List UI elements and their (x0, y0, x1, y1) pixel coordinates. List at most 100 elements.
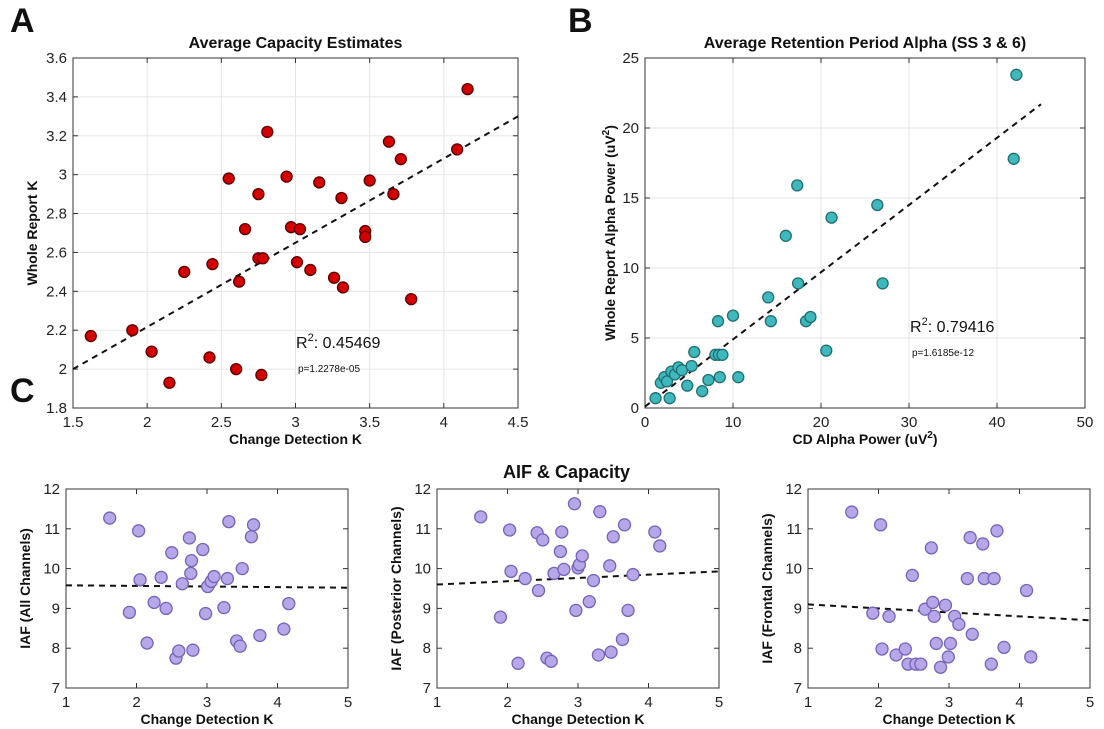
data-point (172, 644, 186, 658)
x-tick-label: 3 (945, 694, 953, 711)
p-value-annotation: p=1.6185e-12 (912, 348, 974, 359)
data-point (261, 125, 274, 139)
data-point (154, 570, 168, 585)
data-point (405, 292, 418, 306)
regression-line (65, 584, 349, 589)
data-point (232, 275, 246, 288)
data-point (914, 657, 928, 671)
x-tick-label: 1 (804, 694, 812, 711)
data-point (536, 533, 550, 547)
data-point (474, 510, 488, 524)
x-tick-label: 3.5 (359, 414, 380, 431)
data-point (122, 605, 137, 620)
data-point (222, 172, 235, 185)
data-point (290, 256, 304, 269)
r2-value: : 0.79416 (928, 319, 995, 336)
panel-letter-a: A (10, 2, 35, 40)
x-tick-label: 4 (644, 694, 652, 711)
data-point (518, 571, 532, 586)
y-tick-label: 25 (622, 50, 639, 67)
data-point (246, 518, 261, 532)
data-point (244, 530, 259, 544)
data-point (555, 525, 569, 539)
data-point (103, 511, 117, 525)
data-point (871, 198, 884, 212)
r2-sup: 2 (922, 316, 928, 328)
data-point (586, 573, 601, 588)
data-point (688, 345, 701, 359)
x-tick-label: 2 (503, 694, 511, 711)
data-point (196, 542, 210, 557)
x-tick-label: 2 (132, 694, 140, 711)
data-point (145, 345, 158, 358)
data-point (606, 530, 620, 544)
data-point (617, 518, 632, 532)
data-point (732, 371, 745, 384)
y-tick-label: 11 (786, 521, 802, 538)
x-axis-label: Change Detection K (511, 711, 644, 727)
y-axis-label: IAF (Posterior Channels) (388, 506, 404, 670)
data-point (726, 309, 740, 322)
data-point (591, 648, 606, 662)
regression-line (72, 115, 519, 370)
data-point (648, 525, 662, 539)
y-tick-label: 9 (423, 600, 431, 617)
data-point (359, 230, 372, 244)
y-tick-label: 8 (423, 640, 431, 657)
data-point (987, 571, 1001, 586)
y-tick-label: 3.4 (46, 89, 67, 106)
data-point (165, 546, 179, 560)
data-point (222, 514, 236, 529)
data-point (252, 187, 265, 201)
data-point (873, 518, 888, 532)
data-point (997, 640, 1011, 655)
data-point (825, 211, 838, 224)
data-point (1007, 152, 1020, 165)
r2-sup: 2 (308, 332, 314, 344)
data-point (313, 176, 326, 189)
data-point (217, 600, 231, 615)
regression-line (644, 103, 1042, 408)
data-point (544, 654, 558, 668)
data-point (184, 566, 198, 581)
data-point (502, 523, 517, 537)
x-tick-label: 2.5 (211, 414, 232, 431)
panel-letter-c: C (10, 372, 35, 410)
y-tick-label: 11 (44, 521, 60, 538)
data-point (1019, 583, 1034, 598)
data-point (327, 271, 341, 284)
y-axis-label: Whole Report Alpha Power (uV2) (601, 125, 618, 341)
x-tick-label: 2 (143, 414, 151, 431)
data-point (304, 263, 317, 277)
y-tick-label: 7 (423, 680, 431, 697)
y-tick-label: 2.2 (46, 322, 67, 339)
data-point (621, 603, 635, 618)
data-point (582, 594, 596, 609)
data-point (963, 530, 977, 545)
data-point (866, 606, 880, 620)
data-point (713, 371, 726, 384)
data-point (952, 617, 966, 631)
data-point (875, 642, 889, 656)
data-point (184, 553, 199, 568)
data-point (233, 639, 247, 653)
data-point (924, 541, 939, 555)
y-tick-label: 10 (622, 260, 639, 277)
x-tick-label: 4 (273, 694, 281, 711)
data-point (147, 595, 161, 610)
y-tick-label: 3 (59, 167, 67, 184)
data-point (531, 583, 546, 598)
data-point (363, 174, 376, 187)
data-point (941, 650, 955, 664)
data-point (762, 291, 775, 304)
data-point (626, 567, 640, 582)
data-point (663, 392, 676, 405)
data-point (889, 648, 903, 662)
data-point (984, 657, 998, 671)
data-point (230, 362, 243, 376)
data-point (882, 609, 896, 624)
y-axis-label-end: ) (602, 125, 618, 130)
data-point (804, 310, 817, 324)
data-point (711, 315, 725, 328)
